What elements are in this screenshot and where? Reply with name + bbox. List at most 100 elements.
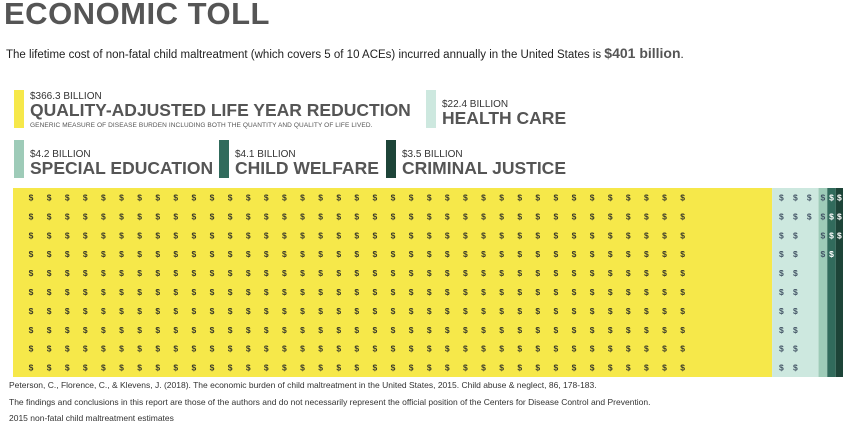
dollar-symbol: $	[445, 192, 450, 202]
dollar-symbol: $	[779, 192, 784, 202]
dollar-symbol: $	[554, 249, 559, 259]
dollar-symbol: $	[300, 249, 305, 259]
dollar-symbol: $	[409, 249, 414, 259]
dollar-symbol: $	[554, 287, 559, 297]
dollar-symbol: $	[246, 344, 251, 354]
dollar-symbol: $	[192, 268, 197, 278]
dollar-symbol: $	[29, 363, 34, 373]
dollar-symbol: $	[680, 287, 685, 297]
dollar-symbol: $	[590, 268, 595, 278]
dollar-symbol: $	[626, 192, 631, 202]
legend-amount-criminal-justice: $3.5 BILLION	[402, 149, 463, 160]
dollar-symbol: $	[463, 287, 468, 297]
dollar-symbol: $	[155, 268, 160, 278]
dollar-symbol: $	[65, 192, 70, 202]
legend-item-criminal-justice: $3.5 BILLION CRIMINAL JUSTICE	[386, 140, 566, 178]
dollar-symbol: $	[318, 325, 323, 335]
dollar-symbol: $	[264, 325, 269, 335]
dollar-symbol: $	[83, 268, 88, 278]
dollar-symbol: $	[427, 268, 432, 278]
dollar-symbol: $	[608, 363, 613, 373]
dollar-symbol: $	[47, 211, 52, 221]
legend-swatch-special-education	[14, 140, 24, 178]
dollar-symbol: $	[246, 230, 251, 240]
dollar-symbol: $	[228, 363, 233, 373]
dollar-symbol: $	[626, 363, 631, 373]
dollar-symbol: $	[228, 325, 233, 335]
dollar-symbol: $	[793, 344, 798, 354]
dollar-symbol: $	[192, 249, 197, 259]
dollar-symbol: $	[779, 363, 784, 373]
dollar-symbol: $	[572, 192, 577, 202]
dollar-symbol: $	[101, 325, 106, 335]
dollar-symbol: $	[590, 306, 595, 316]
dollar-symbol: $	[517, 211, 522, 221]
dollar-symbol: $	[481, 363, 486, 373]
dollar-symbol: $	[463, 230, 468, 240]
legend-swatch-criminal-justice	[386, 140, 396, 178]
dollar-symbol: $	[626, 306, 631, 316]
dollar-symbol: $	[662, 249, 667, 259]
dollar-symbol: $	[427, 211, 432, 221]
dollar-symbol: $	[644, 325, 649, 335]
dollar-symbol: $	[391, 287, 396, 297]
dollar-symbol: $	[155, 287, 160, 297]
dollar-symbol: $	[119, 363, 124, 373]
dollar-symbol: $	[246, 325, 251, 335]
dollar-symbol: $	[662, 287, 667, 297]
legend-item-special-education: $4.2 BILLION SPECIAL EDUCATION	[14, 140, 213, 178]
dollar-symbol: $	[626, 287, 631, 297]
footnote-citation: Peterson, C., Florence, C., & Klevens, J…	[9, 380, 597, 390]
dollar-symbol: $	[779, 325, 784, 335]
dollar-symbol: $	[246, 287, 251, 297]
dollar-symbol: $	[608, 306, 613, 316]
dollar-symbol: $	[354, 268, 359, 278]
dollar-symbol: $	[445, 249, 450, 259]
dollar-symbol: $	[793, 325, 798, 335]
dollar-symbol: $	[29, 249, 34, 259]
dollar-symbol: $	[499, 344, 504, 354]
dollar-symbol: $	[336, 268, 341, 278]
dollar-symbol: $	[173, 192, 178, 202]
dollar-symbol: $	[409, 192, 414, 202]
dollar-symbol: $	[499, 192, 504, 202]
dollar-symbol: $	[173, 249, 178, 259]
dollar-symbol: $	[264, 192, 269, 202]
dollar-symbol: $	[119, 249, 124, 259]
dollar-symbol: $	[608, 344, 613, 354]
dollar-symbol: $	[318, 287, 323, 297]
dollar-symbol: $	[336, 344, 341, 354]
dollar-symbol: $	[137, 249, 142, 259]
dollar-symbol: $	[680, 230, 685, 240]
dollar-symbol: $	[173, 287, 178, 297]
dollar-symbol: $	[373, 268, 378, 278]
dollar-symbol: $	[644, 268, 649, 278]
dollar-symbol: $	[590, 249, 595, 259]
dollar-symbol: $	[793, 363, 798, 373]
dollar-symbol: $	[101, 306, 106, 316]
dollar-symbol: $	[210, 363, 215, 373]
dollar-symbol: $	[793, 287, 798, 297]
dollar-symbol: $	[47, 249, 52, 259]
legend-item-health-care: $22.4 BILLION HEALTH CARE	[426, 90, 566, 128]
dollar-symbol: $	[680, 268, 685, 278]
dollar-symbol: $	[65, 249, 70, 259]
dollar-symbol: $	[282, 287, 287, 297]
dollar-symbol: $	[29, 230, 34, 240]
dollar-symbol: $	[409, 325, 414, 335]
dollar-symbol: $	[137, 363, 142, 373]
dollar-symbol: $	[572, 344, 577, 354]
dollar-symbol: $	[354, 325, 359, 335]
dollar-symbol: $	[210, 249, 215, 259]
dollar-symbol: $	[155, 344, 160, 354]
dollar-symbol: $	[391, 230, 396, 240]
dollar-symbol: $	[29, 211, 34, 221]
dollar-symbol: $	[517, 344, 522, 354]
dollar-symbol: $	[793, 192, 798, 202]
dollar-symbol: $	[626, 249, 631, 259]
dollar-symbol: $	[65, 287, 70, 297]
dollar-symbol: $	[590, 211, 595, 221]
dollar-symbol: $	[837, 192, 842, 202]
dollar-symbol: $	[173, 230, 178, 240]
